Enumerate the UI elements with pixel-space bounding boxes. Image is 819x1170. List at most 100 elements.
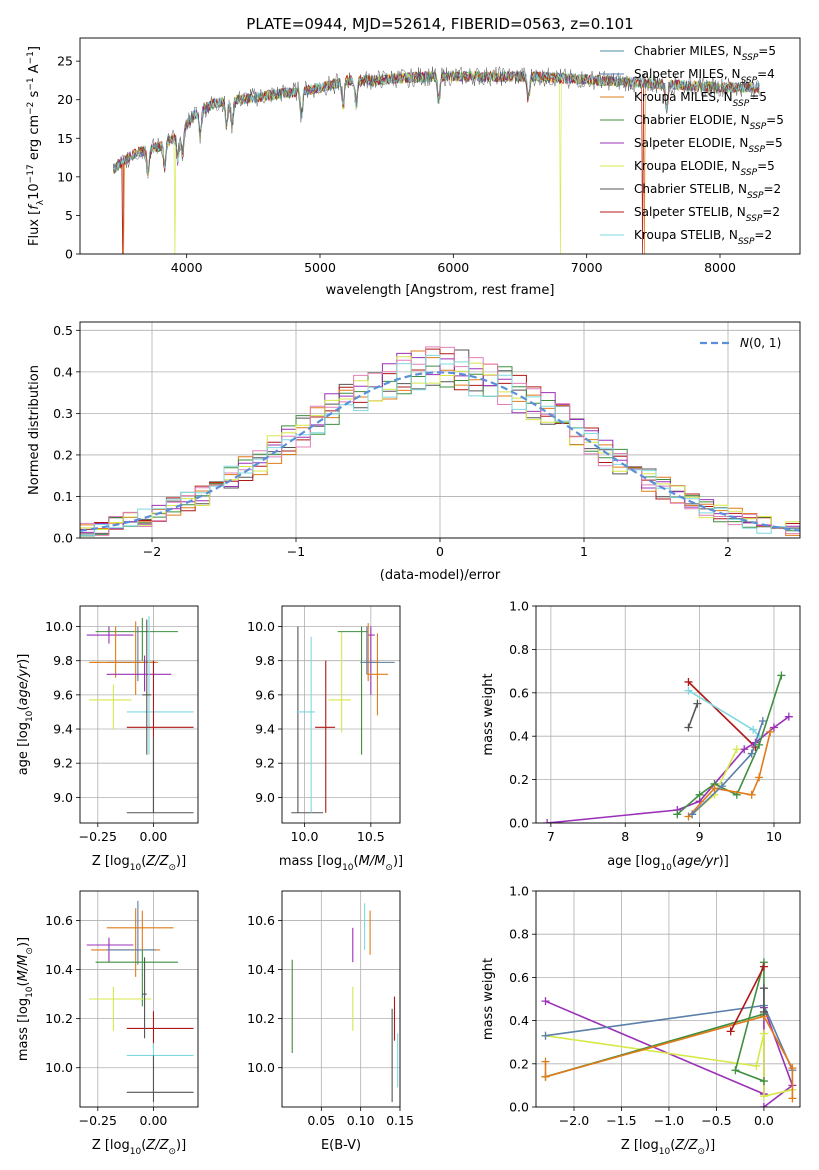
weight_vs_age-marker: [732, 745, 741, 754]
weight_vs_Z-marker: [759, 1029, 768, 1038]
weight_vs_Z-marker: [759, 1077, 768, 1086]
weight_vs_age-frame: [535, 605, 801, 824]
mass-vs-ebv-xlabel: E(B-V): [321, 1138, 361, 1153]
weight_vs_Z-ytick-label: 0.4: [509, 1013, 529, 1028]
weight_vs_Z-frame: [535, 890, 801, 1108]
plot-layer: 4000 5000 6000 7000 80000510152025wavelength…: [16, 37, 801, 1157]
weight_vs_age-marker: [684, 677, 693, 686]
age-vs-Z-ylabel: age [log10(age/yr)]: [16, 654, 35, 776]
residuals-histogram: [80, 352, 800, 533]
weight_vs_Z-marker: [731, 1066, 740, 1075]
weight_vs_age-marker: [688, 810, 697, 819]
age_vs_Z-xtick-label: −0.25: [79, 829, 117, 844]
spectrum-legend-entry: Salpeter MILES, NSSP=4: [634, 67, 775, 86]
age_vs_mass-points: [291, 623, 395, 814]
residuals-ytick-label: 0.4: [53, 364, 73, 379]
spectrum-legend-entry: Chabrier ELODIE, NSSP=5: [634, 113, 784, 132]
spectrum-series-line: [113, 65, 760, 175]
spectrum-xtick-label: 7000: [571, 260, 603, 275]
weight_vs_Z-marker: [759, 1007, 768, 1016]
weight_vs_age-marker: [717, 782, 726, 791]
age_vs_Z-ytick-label: 9.2: [53, 756, 73, 771]
weight_vs_Z-marker: [752, 1061, 761, 1070]
weight_vs_age-marker: [747, 749, 756, 758]
weight_vs_Z-marker: [541, 997, 550, 1006]
residuals-xlabel: (data-model)/error: [380, 568, 501, 583]
residuals-ylabel: Normed distribution: [27, 365, 42, 495]
weight_vs_Z-marker: [759, 962, 768, 971]
residuals-histogram: [80, 356, 800, 530]
weight_vs_Z-marker: [788, 1064, 797, 1073]
weight_vs_Z-series-line: [729, 966, 765, 1032]
age_vs_Z-frame: [79, 605, 199, 824]
weight_vs_age-marker: [684, 723, 693, 732]
mass_vs_Z-xtick-label: 0.00: [140, 1113, 168, 1128]
residuals-xtick-label: 2: [724, 544, 732, 559]
mass_vs_ebv-frame: [281, 890, 401, 1108]
weight_vs_Z-marker: [541, 1072, 550, 1081]
spectrum-ytick-label: 20: [57, 92, 73, 107]
weight_vs_Z-marker: [759, 984, 768, 993]
weight_vs_age-xtick-label: 10: [766, 829, 782, 844]
age_vs_mass-xtick-label: 10.0: [291, 829, 319, 844]
weight_vs_Z-marker: [759, 1092, 768, 1101]
weight_vs_Z-xtick-label: −0.5: [701, 1113, 731, 1128]
weight_vs_Z-ytick-label: 0.2: [509, 1056, 529, 1071]
age_vs_mass-ytick-label: 9.8: [255, 653, 275, 668]
weight_vs_Z-marker: [759, 1103, 768, 1107]
mass_vs_ebv-ytick-label: 10.6: [247, 913, 275, 928]
mass_vs_ebv-xtick-label: 0.15: [386, 1113, 414, 1128]
age_vs_Z-ytick-label: 10.0: [45, 619, 73, 634]
weight_vs_Z-marker: [541, 1031, 550, 1040]
mass_vs_ebv-ytick-label: 10.2: [247, 1011, 275, 1026]
weight_vs_age-marker: [543, 819, 552, 823]
mass_vs_ebv-xtick-label: 0.05: [307, 1113, 335, 1128]
age_vs_mass-ytick-label: 9.4: [255, 722, 275, 737]
spectrum-xtick-label: 4000: [171, 260, 203, 275]
weight_vs_Z-ytick-label: 0.0: [509, 1100, 529, 1115]
spectrum-legend-entry: Kroupa ELODIE, NSSP=5: [634, 159, 775, 178]
weight_vs_age-series-line: [691, 720, 764, 815]
weight_vs_age-marker: [758, 717, 767, 726]
weight_vs_Z-marker: [541, 1057, 550, 1066]
age_vs_Z-ytick-label: 9.6: [53, 687, 73, 702]
weight_vs_Z-ytick-label: 0.6: [509, 970, 529, 985]
spectrum-legend-entry: Kroupa MILES, NSSP=5: [634, 90, 767, 109]
spectrum-frame: [79, 37, 801, 255]
spectrum-ytick-label: 25: [57, 54, 73, 69]
figure-title: PLATE=0944, MJD=52614, FIBERID=0563, z=0…: [246, 15, 633, 33]
residuals-xtick-label: 0: [436, 544, 444, 559]
weight_vs_Z-xtick-label: 0.0: [754, 1113, 774, 1128]
weight_vs_age-marker: [784, 712, 793, 721]
weight_vs_age-ytick-label: 0.6: [509, 685, 529, 700]
mass_vs_Z-ytick-label: 10.4: [45, 962, 73, 977]
residuals-xtick-label: −1: [287, 544, 305, 559]
spectrum-ytick-label: 15: [57, 131, 73, 146]
age_vs_Z-ytick-label: 9.0: [53, 790, 73, 805]
residuals-histogram: [80, 354, 800, 536]
weight_vs_Z-ylabel: mass weight: [481, 958, 496, 1040]
spectrum-ytick-label: 10: [57, 169, 73, 184]
weight_vs_age-series-line: [676, 675, 783, 815]
weight_vs_age-lines: [543, 671, 793, 823]
spectrum-lines: [112, 65, 760, 254]
age-vs-Z-xlabel: Z [log10(Z/Z⊙)]: [92, 854, 186, 873]
weight_vs_age-marker: [693, 699, 702, 708]
weight_vs_age-ytick-label: 0.0: [509, 816, 529, 831]
residuals-xtick-label: 1: [580, 544, 588, 559]
weight_vs_Z-xtick-label: −1.0: [654, 1113, 684, 1128]
weight_vs_Z-ytick-label: 1.0: [509, 884, 529, 899]
residuals-ytick-label: 0.2: [53, 447, 73, 462]
mass_vs_Z-xtick-label: −0.25: [79, 1113, 117, 1128]
spectrum-xtick-label: 5000: [304, 260, 336, 275]
spectrum-ytick-label: 0: [65, 247, 73, 262]
mass_vs_Z-points: [86, 900, 194, 1103]
weight-vs-Z-xlabel: Z [log10(Z/Z⊙)]: [621, 1138, 715, 1157]
residuals-frame: [79, 321, 801, 539]
weight_vs_Z-ytick-label: 0.8: [509, 927, 529, 942]
weight_vs_Z-lines: [541, 958, 797, 1107]
residuals-ytick-label: 0.3: [53, 406, 73, 421]
weight_vs_age-marker: [755, 773, 764, 782]
weight_vs_age-xtick-label: 9: [696, 829, 704, 844]
